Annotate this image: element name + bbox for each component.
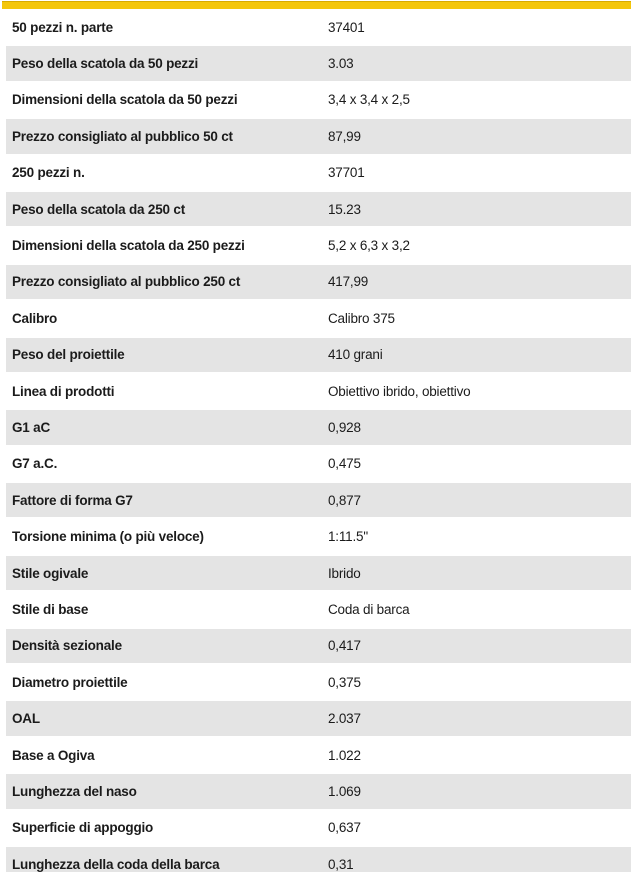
spec-label: Torsione minima (o più veloce) bbox=[12, 529, 204, 545]
table-row: Linea di prodotti Obiettivo ibrido, obie… bbox=[6, 373, 631, 409]
spec-value: Ibrido bbox=[328, 565, 361, 581]
table-row: G1 aC 0,928 bbox=[6, 410, 631, 445]
table-row: Superficie di appoggio 0,637 bbox=[6, 810, 631, 845]
spec-label: Dimensioni della scatola da 250 pezzi bbox=[12, 238, 245, 254]
spec-label: Superficie di appoggio bbox=[12, 820, 154, 836]
spec-value: 15.23 bbox=[328, 201, 361, 217]
table-row: Prezzo consigliato al pubblico 250 ct 41… bbox=[6, 264, 631, 300]
spec-value: Obiettivo ibrido, obiettivo bbox=[328, 383, 471, 399]
spec-label: OAL bbox=[12, 711, 40, 727]
table-row: Lunghezza del naso 1.069 bbox=[6, 774, 631, 809]
yellow-accent-bar bbox=[2, 1, 631, 9]
spec-value: 0,475 bbox=[328, 456, 361, 472]
table-row: G7 a.C. 0,475 bbox=[6, 446, 631, 482]
spec-value: 417,99 bbox=[328, 274, 369, 290]
spec-value: 0,417 bbox=[328, 638, 361, 654]
spec-label: Lunghezza della coda della barca bbox=[12, 856, 220, 872]
spec-label: Densità sezionale bbox=[12, 638, 122, 654]
spec-value: Calibro 375 bbox=[328, 310, 395, 326]
table-row: Fattore di forma G7 0,877 bbox=[6, 483, 631, 518]
table-row: Stile di base Coda di barca bbox=[6, 592, 631, 627]
table-row: 250 pezzi n. 37701 bbox=[6, 155, 631, 190]
table-row: 50 pezzi n. parte 37401 bbox=[6, 10, 631, 45]
spec-value: 3,4 x 3,4 x 2,5 bbox=[328, 92, 410, 108]
spec-value: 0,31 bbox=[328, 856, 354, 872]
table-row: Stile ogivale Ibrido bbox=[6, 555, 631, 591]
table-row: Diametro proiettile 0,375 bbox=[6, 665, 631, 700]
table-row: Base a Ogiva 1.022 bbox=[6, 737, 631, 773]
spec-label: 50 pezzi n. parte bbox=[12, 19, 113, 35]
table-row: Peso della scatola da 250 ct 15.23 bbox=[6, 191, 631, 227]
spec-value: 0,375 bbox=[328, 674, 361, 690]
spec-value: 1.022 bbox=[328, 747, 361, 763]
spec-value: 1:11.5" bbox=[328, 529, 368, 545]
spec-label: Dimensioni della scatola da 50 pezzi bbox=[12, 92, 238, 108]
spec-label: G7 a.C. bbox=[12, 456, 58, 472]
spec-label: Stile di base bbox=[12, 601, 89, 617]
table-row: Peso della scatola da 50 pezzi 3.03 bbox=[6, 46, 631, 81]
spec-value: 0,637 bbox=[328, 820, 361, 836]
table-row: Lunghezza della coda della barca 0,31 bbox=[6, 846, 631, 872]
table-row: Calibro Calibro 375 bbox=[6, 301, 631, 336]
spec-value: 410 grani bbox=[328, 347, 383, 363]
spec-value: 0,928 bbox=[328, 419, 361, 435]
table-row: Densità sezionale 0,417 bbox=[6, 628, 631, 664]
spec-value: 3.03 bbox=[328, 56, 354, 72]
spec-label: Peso della scatola da 250 ct bbox=[12, 201, 185, 217]
spec-label: Peso della scatola da 50 pezzi bbox=[12, 56, 199, 72]
spec-value: 1.069 bbox=[328, 783, 361, 799]
spec-label: Prezzo consigliato al pubblico 250 ct bbox=[12, 274, 241, 290]
spec-label: Base a Ogiva bbox=[12, 747, 95, 763]
spec-label: Linea di prodotti bbox=[12, 383, 115, 399]
spec-label: Fattore di forma G7 bbox=[12, 492, 133, 508]
spec-value: 37701 bbox=[328, 165, 365, 181]
table-row: Dimensioni della scatola da 250 pezzi 5,… bbox=[6, 228, 631, 263]
spec-value: 5,2 x 6,3 x 3,2 bbox=[328, 238, 410, 254]
spec-label: Prezzo consigliato al pubblico 50 ct bbox=[12, 128, 233, 144]
spec-value: 2.037 bbox=[328, 711, 361, 727]
table-row: OAL 2.037 bbox=[6, 701, 631, 736]
spec-label: Peso del proiettile bbox=[12, 347, 125, 363]
table-row: Prezzo consigliato al pubblico 50 ct 87,… bbox=[6, 119, 631, 154]
spec-value: 37401 bbox=[328, 19, 365, 35]
spec-value: 0,877 bbox=[328, 492, 361, 508]
spec-label: Diametro proiettile bbox=[12, 674, 128, 690]
spec-label: Stile ogivale bbox=[12, 565, 89, 581]
spec-label: Lunghezza del naso bbox=[12, 783, 137, 799]
table-row: Peso del proiettile 410 grani bbox=[6, 337, 631, 372]
spec-value: Coda di barca bbox=[328, 601, 410, 617]
spec-table: 50 pezzi n. parte 37401 Peso della scato… bbox=[6, 10, 631, 872]
table-row: Torsione minima (o più veloce) 1:11.5" bbox=[6, 519, 631, 554]
spec-value: 87,99 bbox=[328, 128, 361, 144]
table-row: Dimensioni della scatola da 50 pezzi 3,4… bbox=[6, 82, 631, 118]
spec-label: G1 aC bbox=[12, 419, 51, 435]
spec-label: 250 pezzi n. bbox=[12, 165, 85, 181]
spec-label: Calibro bbox=[12, 310, 58, 326]
